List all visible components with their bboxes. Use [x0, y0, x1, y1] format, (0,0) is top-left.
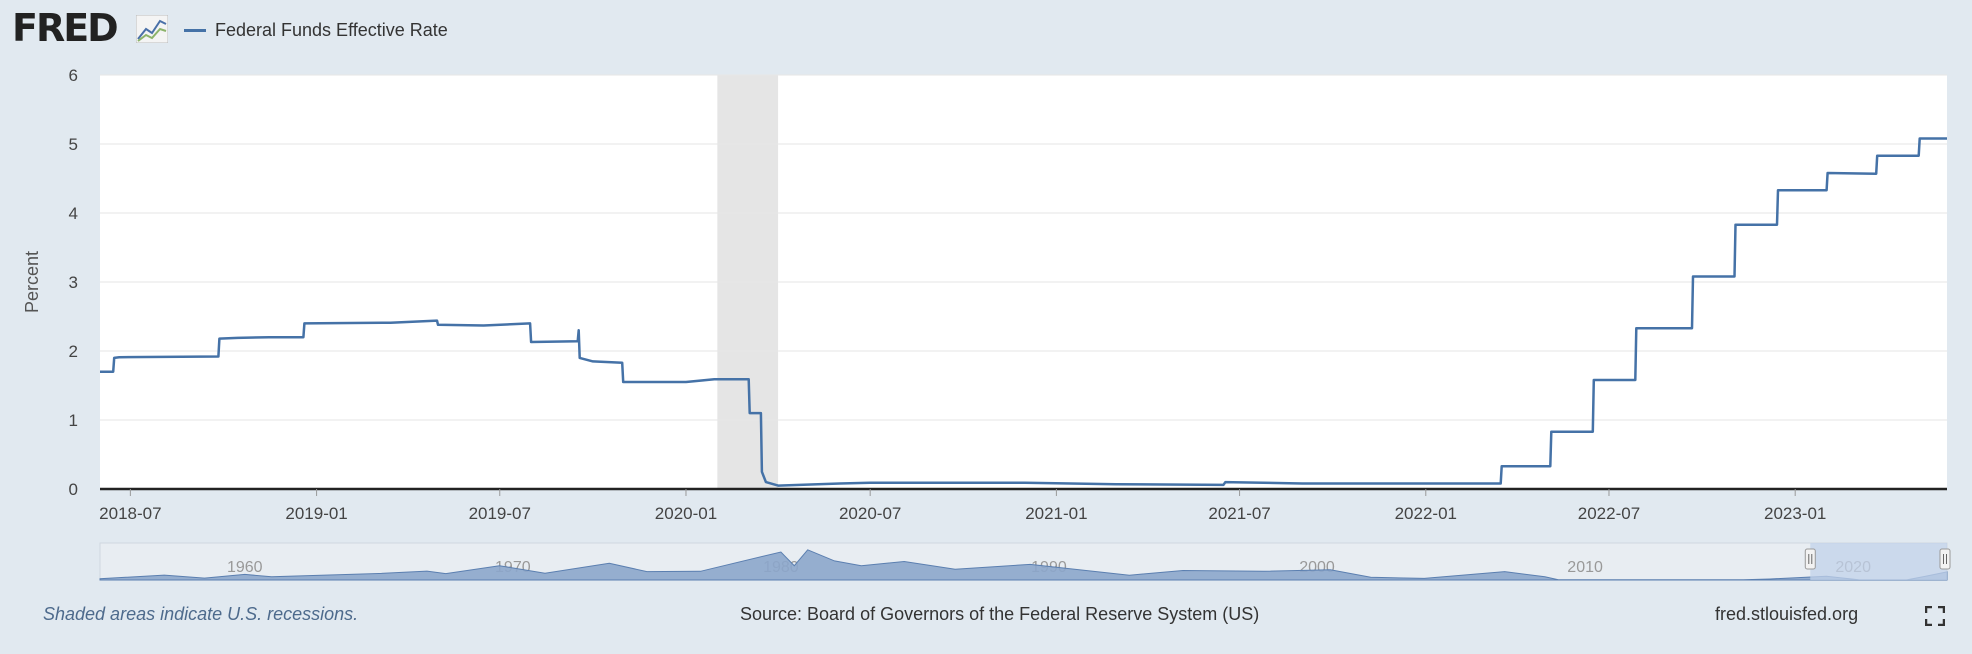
- chart-footer: Shaded areas indicate U.S. recessions. S…: [0, 600, 1972, 630]
- gridlines: [100, 74, 1947, 421]
- x-tick-label: 2020-07: [839, 504, 901, 523]
- y-tick-label: 0: [69, 480, 78, 499]
- x-tick-label: 2022-07: [1578, 504, 1640, 523]
- y-tick-label: 2: [69, 342, 78, 361]
- fullscreen-icon[interactable]: [1925, 606, 1945, 626]
- y-tick-label: 1: [69, 411, 78, 430]
- series-line-federal-funds-rate[interactable]: [100, 137, 1947, 487]
- x-tick-label: 2019-01: [285, 504, 347, 523]
- x-tick-label: 2021-01: [1025, 504, 1087, 523]
- navigator-selected-range[interactable]: [1810, 543, 1947, 580]
- y-tick-label: 5: [69, 135, 78, 154]
- chart-header: FRED Federal Funds Effective Rate: [0, 0, 1972, 64]
- y-tick-label: 4: [69, 204, 78, 223]
- navigator-handle-left[interactable]: [1804, 548, 1816, 570]
- site-link[interactable]: fred.stlouisfed.org: [1715, 604, 1859, 624]
- source-text: Source: Board of Governors of the Federa…: [740, 604, 1260, 624]
- fred-logo[interactable]: FRED: [12, 6, 119, 50]
- y-axis-ticks: 0 1 2 3 4 5 6: [69, 66, 78, 499]
- line-graph-icon: [136, 15, 168, 43]
- recession-note: Shaded areas indicate U.S. recessions.: [43, 604, 359, 624]
- navigator-area: [99, 549, 1948, 581]
- x-tick-label: 2018-07: [99, 504, 161, 523]
- y-tick-label: 6: [69, 66, 78, 85]
- y-axis-label: Percent: [22, 251, 42, 313]
- x-tick-label: 2023-01: [1764, 504, 1826, 523]
- handle-grip[interactable]: [1939, 548, 1951, 570]
- y-tick-label: 3: [69, 273, 78, 292]
- navigator-handle-right[interactable]: [1939, 548, 1951, 570]
- chart-area[interactable]: 0 1 2 3 4 5 6 2018-07 2019-01 2019-07 2020-01 2020…: [0, 60, 1972, 600]
- x-tick-label: 2020-01: [655, 504, 717, 523]
- x-tick-label: 2021-07: [1208, 504, 1270, 523]
- range-navigator[interactable]: 1960197019801990200020102020: [99, 542, 1951, 581]
- navigator-year-label: 2010: [1567, 559, 1603, 576]
- x-tick-label: 2019-07: [469, 504, 531, 523]
- legend-swatch: [184, 29, 206, 32]
- legend-item[interactable]: Federal Funds Effective Rate: [184, 20, 448, 41]
- handle-grip[interactable]: [1804, 548, 1816, 570]
- legend-label: Federal Funds Effective Rate: [215, 20, 448, 40]
- navigator-year-label: 1960: [227, 559, 263, 576]
- x-axis-ticks: 2018-07 2019-01 2019-07 2020-01 2020-07 2021-…: [99, 489, 1826, 523]
- x-tick-label: 2022-01: [1395, 504, 1457, 523]
